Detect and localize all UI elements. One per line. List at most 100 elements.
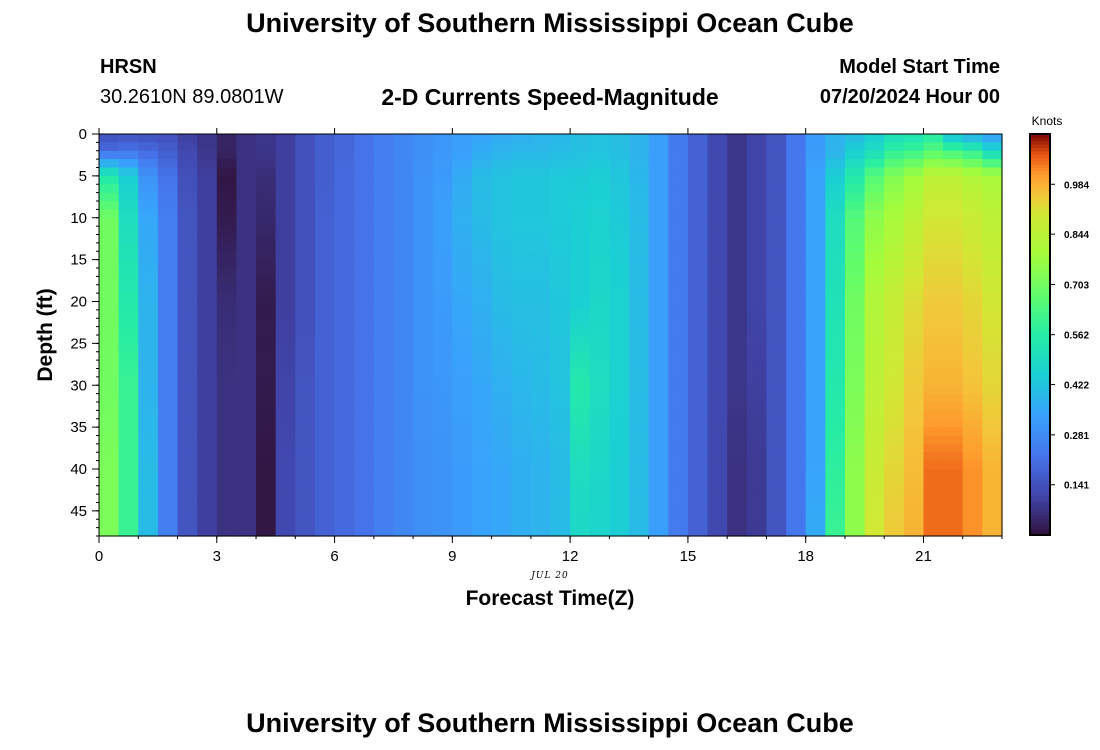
- heatmap-cell: [354, 443, 375, 453]
- heatmap-cell: [256, 343, 277, 353]
- heatmap-cell: [629, 242, 650, 252]
- heatmap-cell: [805, 175, 826, 185]
- heatmap-cell: [864, 301, 885, 311]
- heatmap-cell: [138, 301, 159, 311]
- heatmap-cell: [393, 276, 414, 286]
- heatmap-cell: [825, 142, 846, 152]
- heatmap-cell: [452, 293, 473, 303]
- heatmap-cell: [609, 477, 630, 487]
- colorbar-segment: [1030, 364, 1050, 369]
- heatmap-cell: [766, 510, 787, 520]
- heatmap-cell: [275, 443, 296, 453]
- heatmap-cell: [413, 184, 434, 194]
- heatmap-cell: [766, 309, 787, 319]
- heatmap-cell: [707, 293, 728, 303]
- heatmap-cell: [687, 226, 709, 236]
- heatmap-cell: [864, 376, 885, 386]
- heatmap-cell: [530, 293, 552, 303]
- heatmap-cell: [393, 502, 414, 512]
- heatmap-cell: [236, 376, 257, 386]
- heatmap-cell: [295, 485, 316, 495]
- heatmap-cell: [668, 460, 689, 470]
- heatmap-cell: [550, 268, 571, 277]
- heatmap-cell: [354, 502, 375, 512]
- colorbar-segment: [1030, 488, 1050, 493]
- heatmap-cell: [962, 494, 983, 504]
- heatmap-cell: [727, 326, 748, 336]
- heatmap-cell: [432, 360, 453, 370]
- heatmap-cell: [707, 343, 728, 353]
- heatmap-cell: [452, 268, 473, 277]
- heatmap-cell: [491, 293, 512, 303]
- heatmap-cell: [491, 242, 512, 252]
- heatmap-cell: [334, 385, 355, 395]
- heatmap-cell: [707, 276, 728, 286]
- colorbar-segment: [1030, 337, 1050, 342]
- heatmap-cell: [570, 410, 591, 420]
- colorbar-segment: [1030, 180, 1050, 185]
- heatmap-cell: [491, 301, 512, 311]
- heatmap-cell: [668, 402, 689, 411]
- heatmap-cell: [844, 134, 866, 143]
- heatmap-cell: [982, 351, 1003, 361]
- heatmap-cell: [903, 167, 925, 177]
- heatmap-cell: [609, 427, 630, 437]
- heatmap-cell: [550, 385, 571, 395]
- heatmap-cell: [629, 485, 650, 495]
- heatmap-cell: [668, 477, 689, 487]
- heatmap-cell: [844, 259, 866, 269]
- heatmap-cell: [746, 460, 768, 470]
- heatmap-cell: [471, 242, 493, 252]
- heatmap-cell: [354, 251, 375, 261]
- heatmap-cell: [727, 452, 748, 462]
- heatmap-cell: [413, 175, 434, 185]
- heatmap-cell: [844, 393, 866, 403]
- heatmap-cell: [727, 460, 748, 470]
- heatmap-cell: [825, 201, 846, 210]
- heatmap-cell: [943, 201, 964, 210]
- heatmap-cell: [256, 259, 277, 269]
- heatmap-cell: [687, 519, 709, 529]
- heatmap-cell: [216, 393, 238, 403]
- heatmap-cell: [629, 192, 650, 202]
- heatmap-cell: [373, 167, 395, 177]
- heatmap-cell: [570, 293, 591, 303]
- colorbar-segment: [1030, 494, 1050, 499]
- heatmap-cell: [177, 192, 198, 202]
- heatmap-cell: [550, 318, 571, 328]
- heatmap-cell: [629, 410, 650, 420]
- heatmap-cell: [177, 527, 198, 537]
- heatmap-cell: [844, 335, 866, 344]
- heatmap-cell: [786, 175, 807, 185]
- heatmap-cell: [727, 402, 748, 411]
- heatmap-cell: [491, 335, 512, 344]
- heatmap-cell: [197, 175, 218, 185]
- heatmap-cell: [648, 284, 669, 294]
- heatmap-cell: [314, 452, 336, 462]
- heatmap-cell: [786, 485, 807, 495]
- heatmap-cell: [570, 217, 591, 227]
- heatmap-cell: [570, 351, 591, 361]
- heatmap-cell: [570, 234, 591, 244]
- heatmap-cell: [943, 150, 964, 160]
- heatmap-cell: [589, 418, 610, 428]
- heatmap-cell: [99, 293, 120, 303]
- heatmap-cell: [511, 418, 532, 428]
- heatmap-cell: [118, 460, 139, 470]
- colorbar-segment: [1030, 204, 1050, 209]
- heatmap-cell: [550, 293, 571, 303]
- heatmap-cell: [609, 159, 630, 169]
- heatmap-cell: [648, 502, 669, 512]
- heatmap-cell: [687, 427, 709, 437]
- heatmap-cell: [334, 410, 355, 420]
- heatmap-cell: [275, 485, 296, 495]
- heatmap-cell: [570, 192, 591, 202]
- heatmap-cell: [354, 242, 375, 252]
- heatmap-cell: [216, 268, 238, 277]
- heatmap-cell: [275, 326, 296, 336]
- heatmap-cell: [393, 519, 414, 529]
- heatmap-cell: [138, 234, 159, 244]
- heatmap-cell: [354, 226, 375, 236]
- heatmap-cell: [962, 226, 983, 236]
- heatmap-cell: [334, 376, 355, 386]
